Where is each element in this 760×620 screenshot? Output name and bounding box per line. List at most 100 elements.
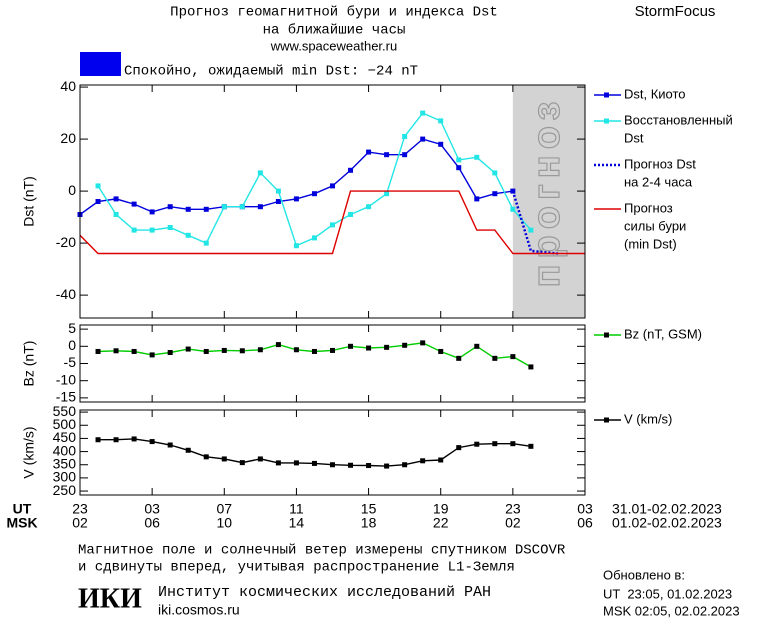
point — [366, 463, 372, 469]
status-box — [80, 52, 121, 76]
y-axis-label: Bz (nT) — [21, 341, 37, 387]
point — [420, 136, 426, 142]
point — [311, 235, 317, 241]
point — [221, 456, 227, 462]
y-tick-label: 20 — [60, 130, 76, 146]
point — [257, 456, 263, 462]
x-row-label: UT — [13, 501, 32, 517]
point — [492, 355, 498, 361]
point — [239, 348, 245, 354]
point — [384, 463, 390, 469]
point — [239, 204, 245, 210]
point — [366, 204, 372, 210]
point — [167, 225, 173, 231]
point — [420, 458, 426, 464]
x-tick-label: 23 — [505, 501, 521, 517]
legend-label: на 2-4 часа — [624, 174, 693, 189]
legend-label: Bz (nT, GSM) — [624, 326, 702, 341]
point — [257, 347, 263, 353]
point — [330, 222, 335, 228]
point — [402, 152, 408, 158]
point — [311, 348, 317, 354]
point — [366, 149, 372, 155]
point — [149, 209, 155, 215]
point — [456, 445, 462, 451]
point — [311, 460, 317, 466]
point — [510, 354, 516, 360]
point — [510, 441, 516, 447]
point — [167, 204, 173, 210]
forecast-label: прогноз — [526, 96, 568, 288]
point — [257, 170, 263, 176]
status: Спокойно, ожидаемый min Dst: −24 nT — [124, 63, 418, 80]
point — [203, 348, 209, 354]
legend-marker — [604, 332, 609, 338]
y-tick-label: -15 — [56, 389, 76, 405]
point — [330, 183, 335, 189]
series-line — [97, 342, 532, 368]
legend-label: (min Dst) — [624, 236, 677, 251]
legend-label: Прогноз Dst — [624, 156, 696, 171]
x-tick-label: 18 — [361, 515, 377, 531]
y-tick-label: 40 — [60, 78, 76, 94]
x-tick-label: 15 — [361, 501, 377, 517]
point — [456, 165, 462, 171]
point — [113, 212, 119, 218]
point — [420, 110, 426, 116]
title: Прогноз геомагнитной бури и индекса Dst — [170, 4, 498, 21]
y-tick-label: 250 — [53, 482, 77, 498]
legend-marker — [604, 417, 609, 423]
legend-label: Dst — [624, 130, 644, 145]
series-line — [79, 190, 585, 255]
point — [510, 188, 516, 194]
point — [113, 437, 119, 443]
point — [113, 196, 119, 202]
x-tick-label: 22 — [433, 515, 449, 531]
point — [384, 191, 390, 197]
point — [438, 118, 444, 124]
point — [203, 206, 209, 212]
series-line — [511, 190, 559, 255]
point — [95, 348, 101, 354]
brand: StormFocus — [635, 3, 716, 20]
point — [420, 340, 426, 346]
site: iki.cosmos.ru — [158, 602, 240, 618]
y-tick-label: 450 — [53, 429, 77, 445]
institute: Институт космических исследований РАН — [158, 584, 491, 601]
legend-marker — [604, 118, 609, 124]
y-tick-label: 300 — [53, 469, 77, 485]
point — [528, 364, 534, 370]
legend-label: силы бури — [624, 218, 686, 233]
point — [402, 342, 408, 348]
x-tick-label: 06 — [144, 515, 160, 531]
point — [185, 346, 191, 352]
point — [239, 460, 245, 466]
y-tick-label: 350 — [53, 455, 77, 471]
point — [330, 462, 335, 468]
point — [131, 201, 137, 207]
forecast-band — [512, 85, 585, 318]
point — [275, 342, 281, 348]
x-tick-label: 23 — [72, 501, 88, 517]
point — [185, 232, 191, 238]
point — [528, 443, 534, 449]
updated: MSK 02:05, 02.02.2023 — [603, 603, 740, 618]
point — [348, 212, 354, 218]
x-tick-label: 11 — [289, 501, 304, 517]
point — [221, 204, 227, 210]
point — [95, 199, 101, 204]
x-tick-label: 02 — [505, 515, 521, 531]
point — [438, 141, 444, 147]
point — [167, 442, 173, 448]
point — [131, 227, 137, 233]
point — [95, 183, 101, 189]
point — [257, 204, 263, 210]
y-tick-label: -10 — [56, 371, 76, 387]
x-tick-label: 03 — [144, 501, 160, 517]
x-tick-label: 07 — [216, 501, 232, 517]
point — [438, 348, 444, 354]
legend-marker — [604, 92, 609, 98]
point — [510, 206, 516, 212]
point — [149, 352, 155, 358]
y-tick-label: 500 — [53, 416, 77, 432]
